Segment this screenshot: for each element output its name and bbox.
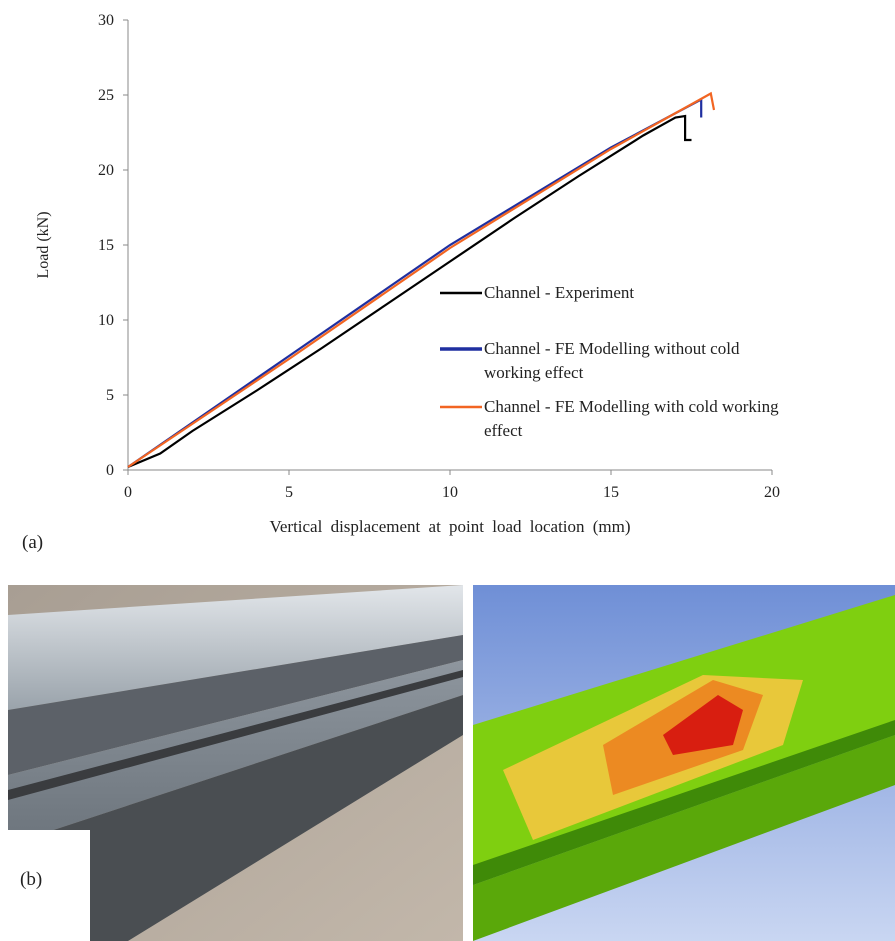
y-tick-label: 25 — [98, 87, 114, 104]
x-axis-title: Vertical displacement at point load loca… — [269, 517, 630, 536]
y-tick-label: 0 — [106, 462, 114, 479]
x-tick-label: 20 — [764, 484, 780, 501]
x-tick-label: 0 — [124, 484, 132, 501]
photo-fe-model — [473, 585, 895, 941]
fe-model — [473, 585, 895, 941]
y-tick-label: 10 — [98, 312, 114, 329]
panel-label: (b) — [20, 869, 42, 890]
y-tick-label: 15 — [98, 237, 114, 254]
y-tick-label: 20 — [98, 162, 114, 179]
y-axis-title: Load (kN) — [35, 211, 52, 278]
y-tick-label: 5 — [106, 387, 114, 404]
x-tick-label: 5 — [285, 484, 293, 501]
photo-specimen: (b) — [8, 585, 463, 941]
photo: (b) — [8, 585, 463, 941]
legend-label: Channel - FE Modelling without cold work… — [484, 337, 784, 385]
panel-label: (a) — [22, 532, 43, 553]
x-tick-label: 15 — [603, 484, 619, 501]
page: {"chart_data": {"type": "line", "ylabel"… — [0, 0, 895, 941]
x-tick-label: 10 — [442, 484, 458, 501]
y-tick-label: 30 — [98, 12, 114, 29]
legend-label: Channel - FE Modelling with cold working… — [484, 395, 784, 443]
legend-label: Channel - Experiment — [484, 281, 784, 305]
chart: Load (kN) Vertical displacement at point… — [0, 0, 895, 560]
